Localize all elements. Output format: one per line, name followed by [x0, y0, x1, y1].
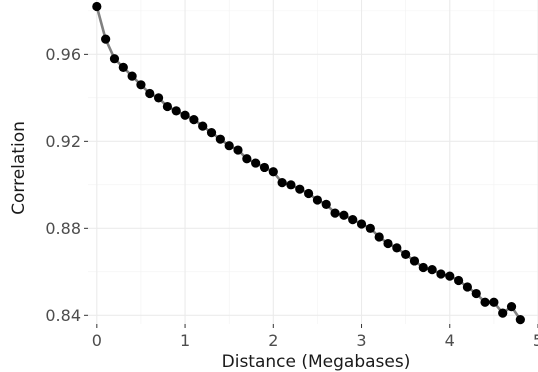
- data-point: [189, 114, 199, 125]
- data-point: [401, 249, 411, 260]
- data-point: [462, 282, 473, 292]
- data-point: [489, 297, 499, 307]
- data-point: [480, 297, 490, 307]
- data-point: [409, 256, 420, 266]
- data-point: [127, 71, 137, 81]
- data-point: [321, 199, 331, 210]
- data-point: [427, 265, 437, 275]
- data-point: [506, 302, 517, 312]
- data-point: [92, 1, 102, 12]
- data-point: [471, 288, 481, 299]
- data-point: [259, 162, 270, 173]
- series-correlation: [92, 1, 525, 325]
- data-point: [109, 54, 120, 64]
- x-tick-label: 3: [356, 331, 366, 350]
- y-tick-label: 0.84: [45, 306, 81, 325]
- data-point: [515, 315, 525, 325]
- data-point: [312, 195, 323, 205]
- data-point: [198, 121, 208, 131]
- data-point: [162, 101, 173, 112]
- data-point: [436, 269, 446, 279]
- data-point: [392, 243, 402, 253]
- series-line: [95, 6, 522, 321]
- y-axis-title: Correlation: [9, 121, 29, 215]
- data-point: [356, 219, 367, 229]
- data-point: [286, 180, 296, 190]
- data-point: [365, 223, 375, 233]
- x-tick-label: 0: [92, 331, 102, 350]
- data-point: [374, 232, 384, 242]
- data-point: [330, 208, 340, 218]
- x-tick-label: 5: [533, 331, 538, 350]
- data-point: [418, 262, 428, 273]
- x-tick-label: 1: [180, 331, 190, 350]
- data-point: [498, 308, 508, 318]
- x-tick-label: 2: [268, 331, 278, 350]
- data-point: [215, 134, 225, 144]
- data-point: [171, 106, 181, 116]
- data-point: [251, 158, 261, 168]
- data-point: [180, 110, 190, 120]
- data-point: [118, 62, 128, 73]
- y-tick-label: 0.96: [45, 45, 81, 64]
- data-point: [339, 210, 349, 220]
- data-point: [348, 215, 358, 225]
- data-point: [277, 178, 287, 188]
- data-point: [206, 128, 217, 138]
- data-point: [101, 34, 111, 44]
- data-point: [445, 271, 455, 281]
- y-axis: 0.84 0.88 0.92 0.96: [45, 45, 88, 325]
- data-point: [453, 275, 464, 286]
- x-axis: 0 1 2 3 4 5: [92, 324, 538, 350]
- data-point: [295, 184, 305, 194]
- data-point: [242, 154, 252, 164]
- data-point: [233, 145, 243, 155]
- x-tick-label: 4: [445, 331, 455, 350]
- data-point: [153, 93, 164, 103]
- data-point: [145, 88, 155, 99]
- data-point: [224, 141, 234, 151]
- data-point: [136, 80, 146, 90]
- x-axis-title: Distance (Megabases): [222, 352, 411, 372]
- data-point: [383, 238, 393, 249]
- data-point: [303, 188, 314, 199]
- data-point: [268, 167, 278, 177]
- y-tick-label: 0.88: [45, 219, 81, 238]
- grid-lines: [88, 0, 538, 324]
- y-tick-label: 0.92: [45, 132, 81, 151]
